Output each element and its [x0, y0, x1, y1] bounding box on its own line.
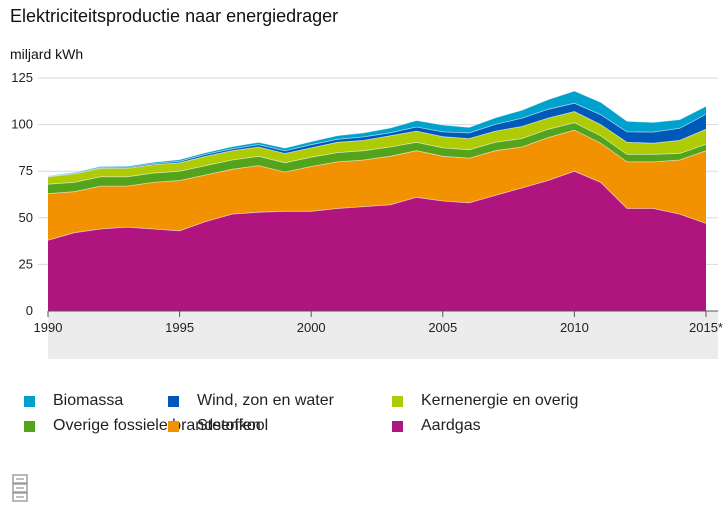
x-tick-label: 1990 — [34, 320, 63, 335]
y-tick-label: 50 — [19, 210, 33, 225]
area-biomassa — [48, 91, 706, 177]
area-edge — [47, 170, 707, 241]
area-edge — [47, 102, 707, 177]
area-edge — [47, 90, 707, 177]
y-tick-label: 100 — [11, 117, 33, 132]
area-edge — [47, 111, 707, 178]
y-axis-label: miljard kWh — [10, 46, 84, 62]
legend-swatch — [168, 420, 179, 432]
tick-labels: 0 25 50 75 100 125 1990 1995 2000 2005 2010 2015* — [11, 70, 723, 335]
legend-item-kernenergie-en-overig: Kernenergie en overig — [392, 392, 578, 410]
legend-item-wind-zon-en-water: Wind, zon en water — [168, 392, 334, 410]
axes — [47, 310, 718, 317]
y-tick-label: 125 — [11, 70, 33, 85]
legend-label: Kernenergie en overig — [421, 392, 579, 409]
legend-swatch — [24, 395, 35, 407]
legend-label: Steenkool — [197, 417, 269, 434]
y-tick-label: 25 — [19, 256, 33, 271]
legend-item-aardgas: Aardgas — [392, 417, 481, 435]
legend-label: Biomassa — [53, 392, 124, 409]
legend-item-overige-fossiele-brandstoffen: Overige fossiele brandstoffen — [24, 417, 261, 435]
legend-label: Overige fossiele brandstoffen — [53, 417, 261, 434]
area-aardgas — [48, 171, 706, 311]
chart-title: Elektriciteitsproductie naar energiedrag… — [10, 6, 339, 26]
x-tick-label: 2005 — [428, 320, 457, 335]
legend-swatch — [392, 395, 403, 407]
x-tick-label: 2010 — [560, 320, 589, 335]
legend-label: Wind, zon en water — [197, 392, 334, 409]
legend-swatch — [24, 420, 35, 432]
x-axis-band — [48, 311, 718, 359]
legend-item-steenkool: Steenkool — [168, 417, 268, 435]
cbs-logo-icon — [12, 474, 28, 502]
timeline-band — [48, 311, 718, 359]
legend-swatch — [168, 395, 179, 407]
stacked-area-chart: 0 25 50 75 100 125 1990 1995 2000 2005 2010 2015* — [11, 70, 723, 359]
area-edge — [47, 122, 707, 185]
legend-label: Aardgas — [421, 417, 481, 434]
x-tick-label: 1995 — [165, 320, 194, 335]
y-tick-label: 0 — [26, 303, 33, 318]
x-tick-label: 2000 — [297, 320, 326, 335]
area-steenkool — [48, 130, 706, 241]
area-edge — [47, 129, 707, 194]
area-kernenergie-en-overig — [48, 111, 706, 185]
area-series — [47, 90, 707, 311]
y-tick-label: 75 — [19, 163, 33, 178]
legend-swatch — [392, 420, 403, 432]
legend-item-biomassa: Biomassa — [24, 392, 123, 410]
x-tick-label: 2015* — [689, 320, 723, 335]
